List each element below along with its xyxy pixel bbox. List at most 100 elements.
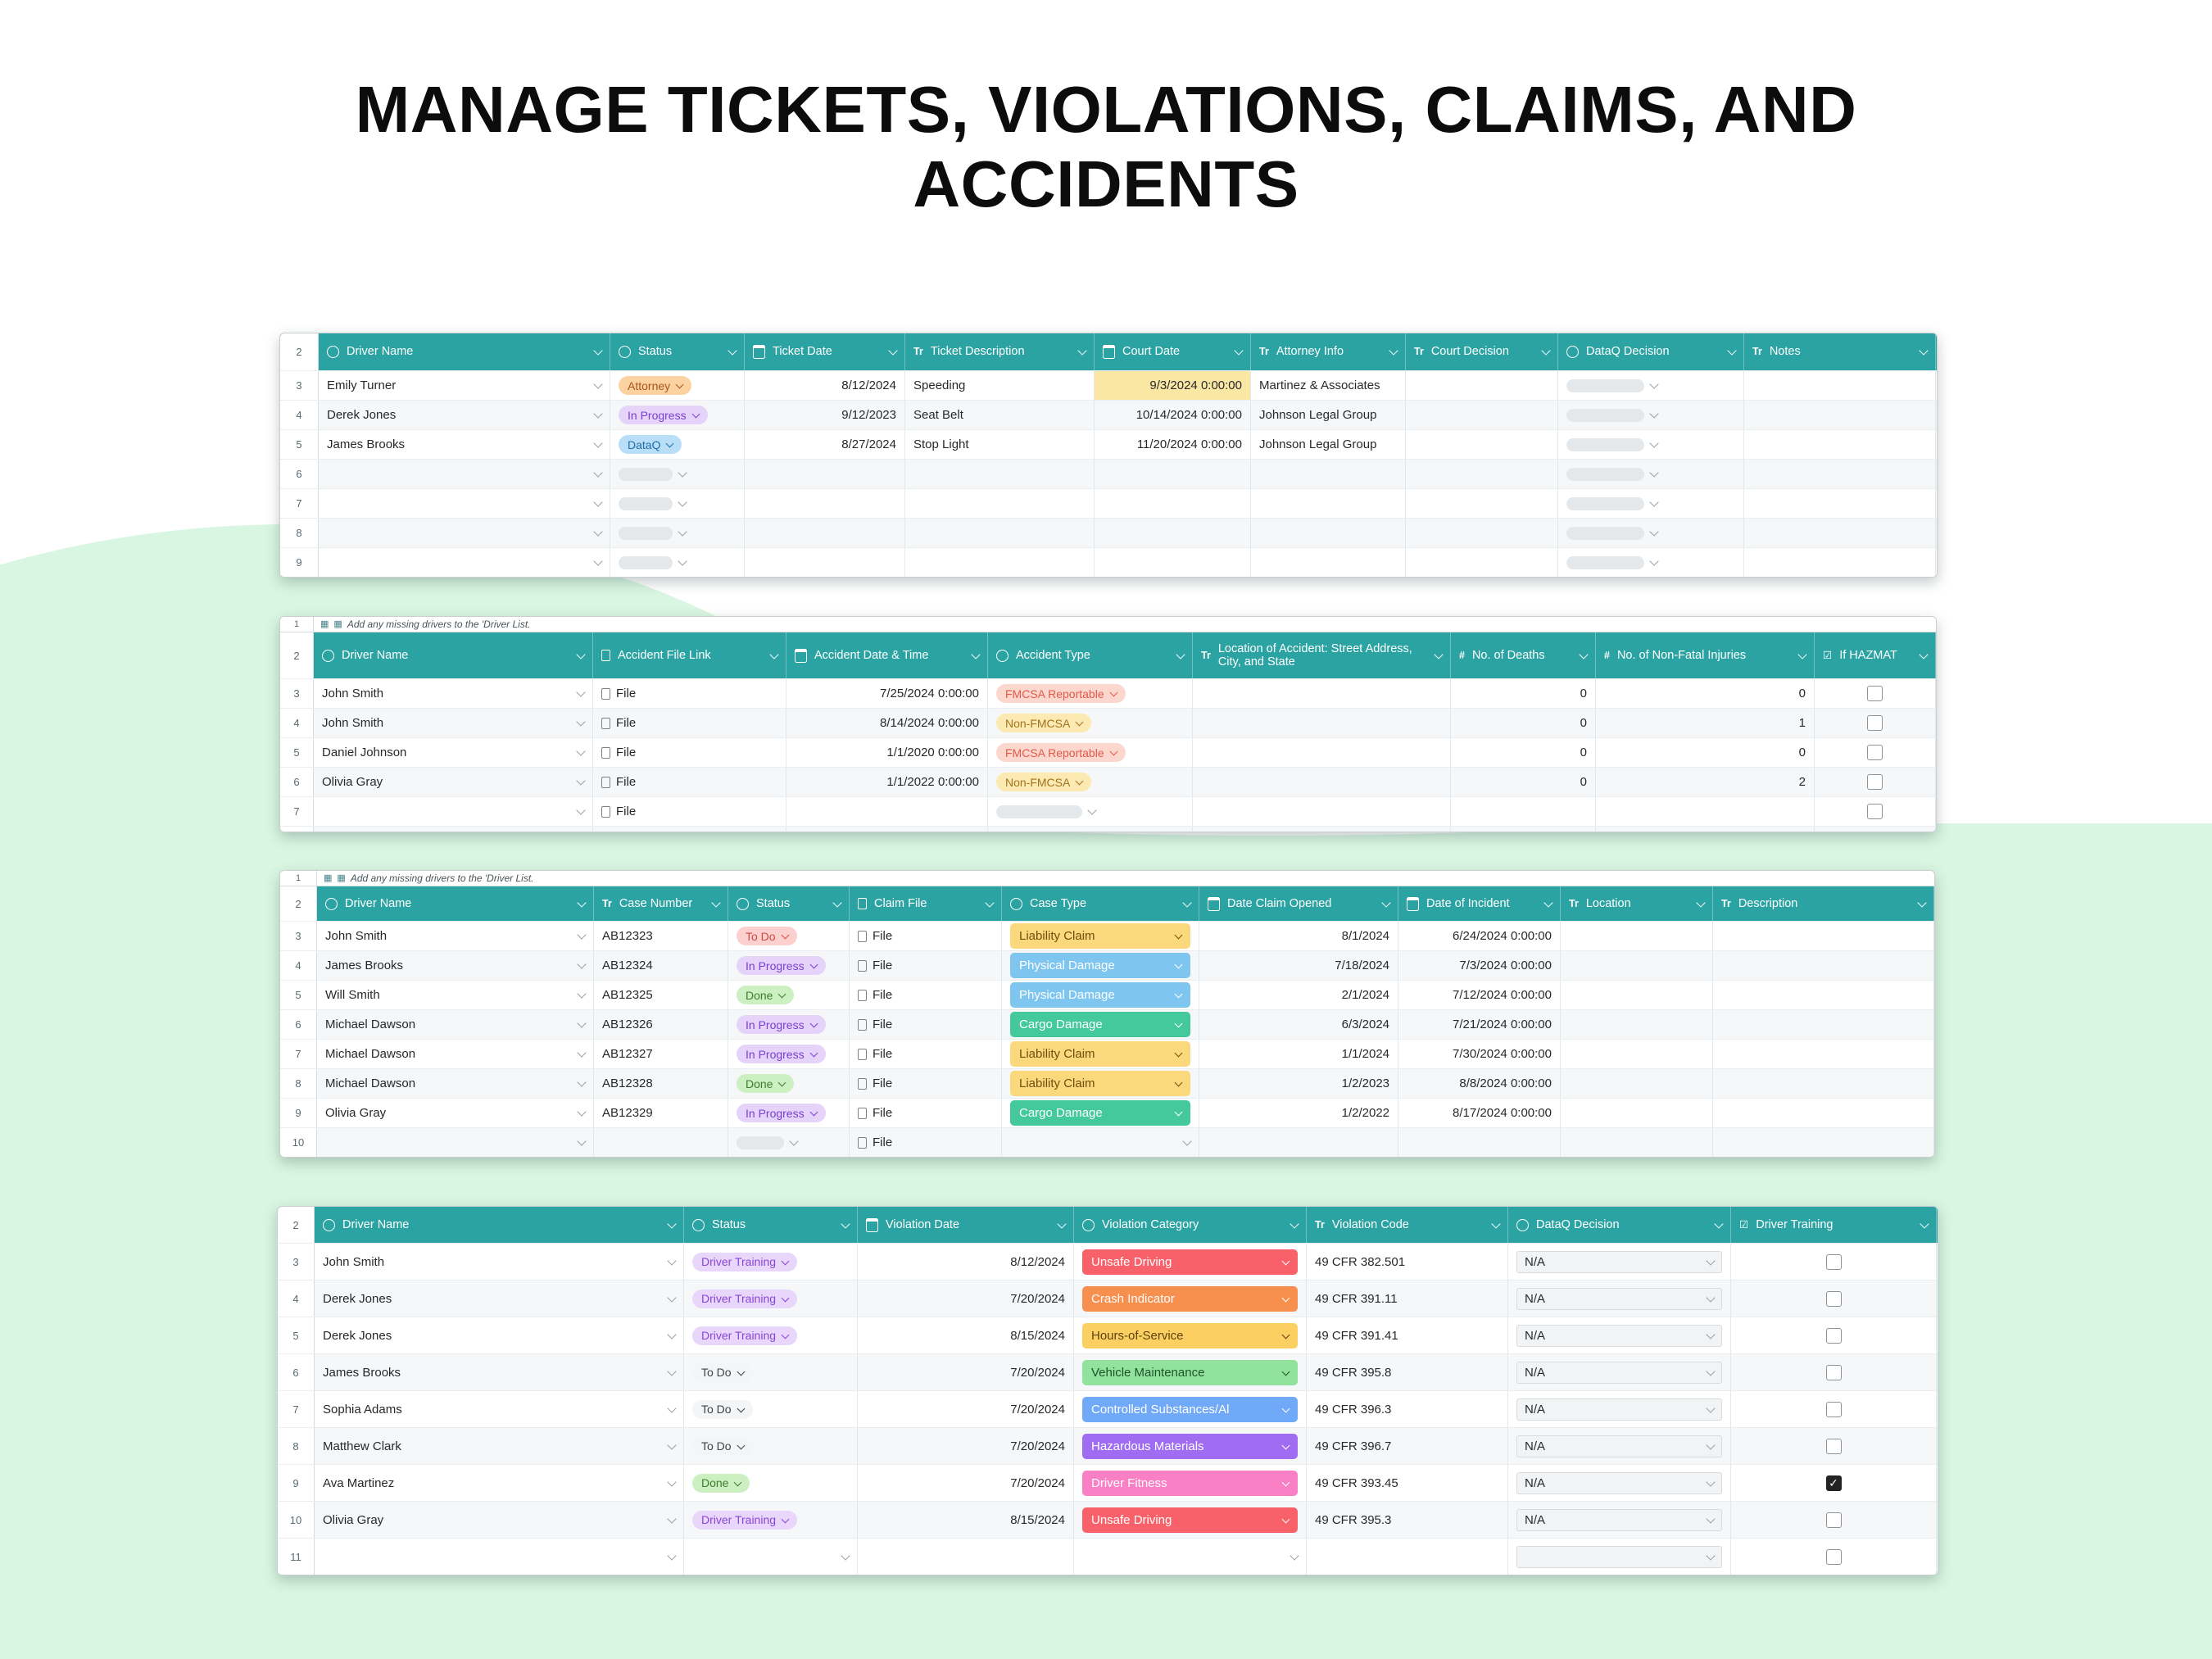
cell-dataq-decision[interactable]: N/A <box>1508 1317 1731 1353</box>
chevron-down-icon[interactable] <box>737 1367 746 1376</box>
cell-driver-training[interactable] <box>1731 1391 1937 1427</box>
checkbox[interactable]: ✓ <box>1825 1475 1842 1491</box>
pill-hazmat[interactable]: Hazardous Materials <box>1082 1433 1298 1459</box>
cell-status[interactable]: Driver Training <box>684 1281 858 1317</box>
cell-driver-name[interactable]: Emily Turner <box>319 371 610 400</box>
cell-if-hazmat[interactable] <box>1815 797 1936 826</box>
chevron-down-icon[interactable] <box>781 1294 790 1302</box>
column-header-date-of-incident[interactable]: Date of Incident <box>1398 886 1561 921</box>
cell-date-claim-opened[interactable]: 2/1/2024 <box>1199 981 1398 1009</box>
cell-driver-name[interactable]: Derek Jones <box>315 1317 684 1353</box>
file-link[interactable]: File <box>858 1077 892 1090</box>
column-header-notes[interactable]: Tr Notes <box>1744 333 1936 370</box>
cell-status[interactable]: Driver Training <box>684 1317 858 1353</box>
chevron-down-icon[interactable] <box>691 410 700 419</box>
chevron-down-icon[interactable] <box>593 346 603 356</box>
cell-dataq-decision[interactable] <box>1508 1539 1731 1575</box>
chevron-down-icon[interactable] <box>1281 1294 1290 1302</box>
column-header-non-fatal-injuries[interactable]: # No. of Non-Fatal Injuries <box>1596 632 1815 678</box>
chevron-down-icon[interactable] <box>576 687 586 697</box>
checkbox[interactable] <box>1825 1364 1842 1380</box>
column-header-violation-category[interactable]: Violation Category <box>1074 1207 1307 1243</box>
chevron-down-icon[interactable] <box>593 468 603 478</box>
cell-notes[interactable] <box>1744 519 1936 547</box>
cell-ticket-description[interactable]: Seat Belt <box>905 401 1095 429</box>
cell-driver-name[interactable]: Derek Jones <box>319 401 610 429</box>
cell-location[interactable] <box>1561 951 1713 980</box>
empty-select-pill[interactable] <box>1566 555 1644 569</box>
chevron-down-icon[interactable] <box>1234 346 1244 356</box>
chevron-down-icon[interactable] <box>667 1550 677 1561</box>
cell-driver-training[interactable] <box>1731 1428 1937 1464</box>
cell-driver-name[interactable]: James Brooks <box>319 430 610 459</box>
cell-driver-training[interactable] <box>1731 1317 1937 1353</box>
cell-claim-file[interactable]: File <box>850 1128 1002 1157</box>
cell-violation-date[interactable]: 7/20/2024 <box>858 1465 1074 1501</box>
checkbox[interactable] <box>1825 1438 1842 1454</box>
column-header-status[interactable]: Status <box>728 886 850 921</box>
cell-driver-training[interactable]: ✓ <box>1731 1465 1937 1501</box>
chevron-down-icon[interactable] <box>1182 897 1192 908</box>
cell-non-fatal-injuries[interactable] <box>1596 797 1815 826</box>
cell-location[interactable] <box>1561 1099 1713 1127</box>
pill-training[interactable]: Driver Training <box>692 1252 798 1271</box>
dataq-select[interactable]: N/A <box>1516 1324 1722 1347</box>
cell-status[interactable]: To Do <box>728 922 850 950</box>
cell-ticket-date[interactable]: 8/27/2024 <box>745 430 905 459</box>
cell-description[interactable] <box>1713 951 1934 980</box>
chevron-down-icon[interactable] <box>1541 346 1551 356</box>
chevron-down-icon[interactable] <box>1077 346 1087 356</box>
cell-status[interactable]: To Do <box>684 1428 858 1464</box>
cell-ticket-date[interactable]: 9/12/2023 <box>745 401 905 429</box>
chevron-down-icon[interactable] <box>1281 1441 1290 1449</box>
chevron-down-icon[interactable] <box>789 1136 800 1146</box>
cell-dataq-decision[interactable] <box>1558 371 1744 400</box>
column-header-dataq-decision[interactable]: DataQ Decision <box>1558 333 1744 370</box>
cell-if-hazmat[interactable] <box>1815 679 1936 708</box>
cell-location[interactable] <box>1193 797 1451 826</box>
column-header-date-claim-opened[interactable]: Date Claim Opened <box>1199 886 1398 921</box>
cell-violation-code[interactable]: 49 CFR 396.3 <box>1307 1391 1508 1427</box>
cell-accident-file-link[interactable]: File <box>593 679 786 708</box>
cell-violation-date[interactable]: 8/15/2024 <box>858 1317 1074 1353</box>
cell-claim-file[interactable]: File <box>850 922 1002 950</box>
cell-court-decision[interactable] <box>1406 371 1558 400</box>
cell-violation-code[interactable]: 49 CFR 391.41 <box>1307 1317 1508 1353</box>
dataq-select[interactable]: N/A <box>1516 1471 1722 1494</box>
chevron-down-icon[interactable] <box>1919 346 1929 356</box>
chevron-down-icon[interactable] <box>1281 1478 1290 1486</box>
cell-driver-name[interactable]: Michael Dawson <box>317 1010 594 1039</box>
chevron-down-icon[interactable] <box>1281 1367 1290 1376</box>
chevron-down-icon[interactable] <box>678 497 687 507</box>
cell-status[interactable]: DataQ <box>610 430 745 459</box>
chevron-down-icon[interactable] <box>1706 1513 1716 1524</box>
pill-liability[interactable]: Liability Claim <box>1010 923 1190 949</box>
cell-status[interactable]: In Progress <box>728 1099 850 1127</box>
cell-non-fatal-injuries[interactable]: 0 <box>1596 738 1815 767</box>
chevron-down-icon[interactable] <box>1281 1330 1290 1339</box>
pill-non_fmcsa[interactable]: Non-FMCSA <box>996 714 1092 732</box>
cell-status[interactable] <box>610 519 745 547</box>
cell-status[interactable]: In Progress <box>728 951 850 980</box>
column-header-location[interactable]: Tr Location <box>1561 886 1713 921</box>
cell-accident-type[interactable]: FMCSA Reportable <box>988 679 1193 708</box>
cell-accident-type[interactable]: Non-FMCSA <box>988 768 1193 796</box>
empty-select-pill[interactable] <box>1566 467 1644 481</box>
chevron-down-icon[interactable] <box>1075 777 1084 786</box>
cell-ticket-description[interactable] <box>905 519 1095 547</box>
pill-controlled[interactable]: Controlled Substances/Al <box>1082 1396 1298 1422</box>
chevron-down-icon[interactable] <box>593 527 603 537</box>
chevron-down-icon[interactable] <box>809 1049 818 1058</box>
cell-description[interactable] <box>1713 981 1934 1009</box>
column-header-driver-name[interactable]: Driver Name <box>319 333 610 370</box>
cell-accident-type[interactable]: Non-FMCSA <box>988 709 1193 737</box>
chevron-down-icon[interactable] <box>593 379 603 389</box>
cell-violation-category[interactable]: Driver Fitness <box>1074 1465 1307 1501</box>
cell-accident-datetime[interactable] <box>786 827 988 832</box>
cell-court-date[interactable] <box>1095 489 1251 518</box>
cell-description[interactable] <box>1713 1040 1934 1068</box>
chevron-down-icon[interactable] <box>1174 990 1183 999</box>
chevron-down-icon[interactable] <box>971 649 981 660</box>
cell-claim-file[interactable]: File <box>850 951 1002 980</box>
pill-todo_light[interactable]: To Do <box>692 1399 753 1419</box>
